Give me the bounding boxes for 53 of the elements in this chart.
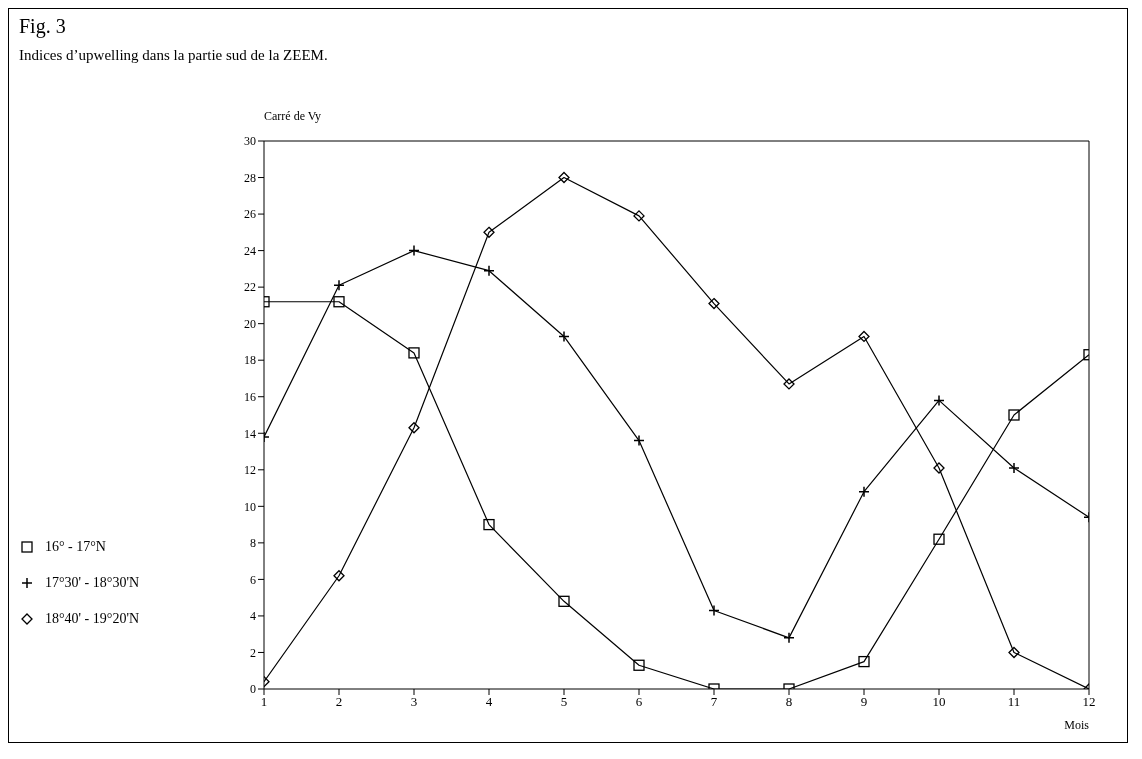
x-tick-label: 1	[260, 694, 268, 710]
x-axis-title: Mois	[1064, 718, 1090, 732]
y-tick-label: 22	[244, 280, 256, 295]
legend-label: 16° - 17°N	[45, 539, 106, 555]
x-tick-label: 5	[560, 694, 568, 710]
x-tick-label: 9	[860, 694, 868, 710]
y-tick-label: 0	[250, 682, 256, 697]
point	[333, 570, 345, 582]
y-tick-label: 4	[250, 609, 256, 624]
x-tick-label: 3	[410, 694, 418, 710]
y-tick-label: 26	[244, 207, 256, 222]
x-tick-label: 10	[932, 694, 946, 710]
x-tick-label: 6	[635, 694, 643, 710]
point	[483, 226, 495, 238]
x-tick-label: 2	[335, 694, 343, 710]
point	[783, 378, 795, 390]
x-tick-label: 8	[785, 694, 793, 710]
y-tick-label: 16	[244, 389, 256, 404]
chart-subtitle: Indices d’upwelling dans la partie sud de la ZEEM.	[19, 47, 328, 64]
point	[858, 330, 870, 343]
y-tick-label: 6	[250, 572, 256, 587]
point	[408, 347, 420, 359]
y-tick-label: 14	[244, 426, 256, 441]
y-tick-label: 18	[244, 353, 256, 368]
x-tick-label: 12	[1082, 694, 1096, 710]
point	[558, 171, 570, 184]
point	[633, 210, 645, 222]
y-tick-label: 28	[244, 170, 256, 185]
y-tick-label: 30	[244, 134, 256, 149]
y-tick-label: 12	[244, 463, 256, 478]
point	[708, 297, 720, 310]
point	[1008, 409, 1020, 421]
point	[633, 659, 645, 671]
x-tick-label: 11	[1007, 694, 1021, 710]
y-tick-label: 2	[250, 645, 256, 660]
y-tick-label: 20	[244, 316, 256, 331]
x-tick-label: 7	[710, 694, 718, 710]
y-tick-label: 10	[244, 499, 256, 514]
legend-label: 17°30' - 18°30'N	[45, 575, 140, 591]
text: Fig. 3	[19, 15, 66, 38]
legend-label: 18°40' - 19°20'N	[45, 611, 140, 627]
point	[933, 533, 945, 545]
y-axis-title: Carré de Vy	[264, 109, 322, 124]
point	[1008, 646, 1020, 659]
point	[483, 518, 495, 531]
point	[558, 595, 570, 607]
point	[858, 655, 870, 668]
point	[408, 422, 420, 434]
y-tick-label: 24	[244, 243, 256, 258]
y-tick-label: 8	[250, 536, 256, 551]
point	[333, 296, 345, 308]
x-tick-label: 4	[485, 694, 493, 710]
point	[933, 462, 945, 474]
